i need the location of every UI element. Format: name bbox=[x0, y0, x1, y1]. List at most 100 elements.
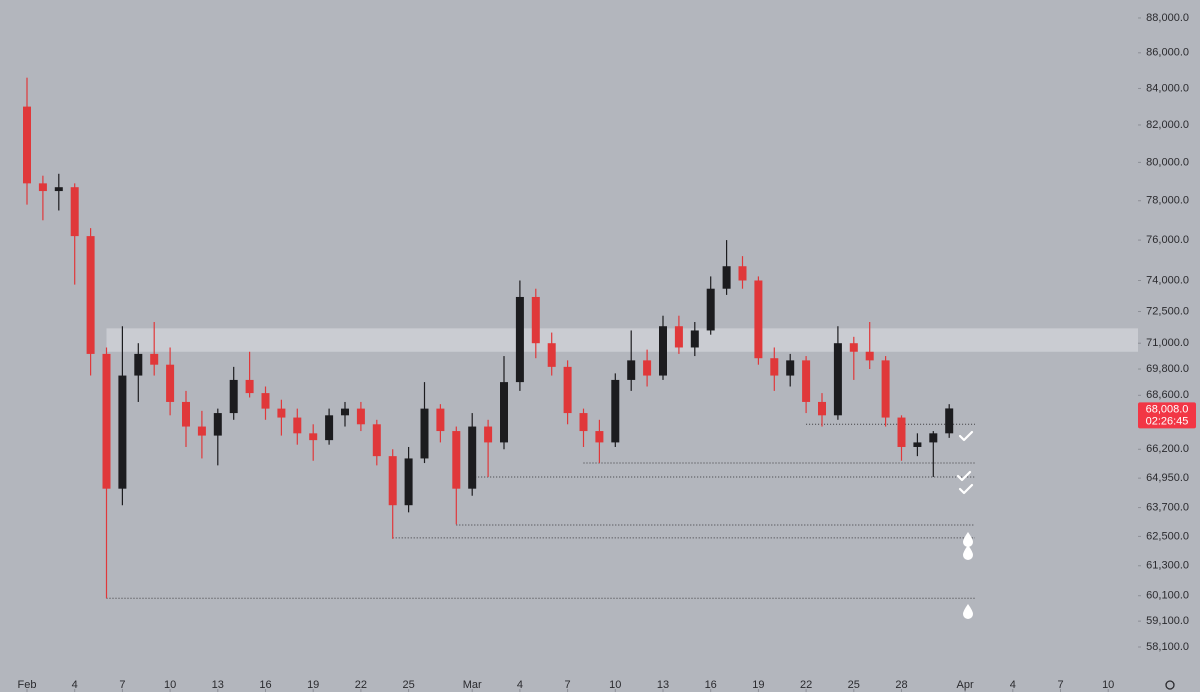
y-tick-label: 76,000.0 bbox=[1146, 234, 1189, 246]
candle-body bbox=[166, 364, 175, 402]
candle-body bbox=[325, 415, 334, 441]
candle-body bbox=[309, 433, 318, 441]
candle-body bbox=[261, 393, 270, 409]
candle-body bbox=[515, 296, 524, 383]
candle-body bbox=[659, 326, 667, 376]
candle-body bbox=[849, 343, 858, 352]
y-tick-label: 84,000.0 bbox=[1146, 82, 1189, 94]
candle-body bbox=[118, 375, 127, 489]
candle-body bbox=[547, 343, 556, 367]
x-tick-label: 13 bbox=[657, 679, 669, 691]
candle-body bbox=[293, 417, 302, 434]
candle-body bbox=[150, 353, 159, 365]
candle-body bbox=[372, 424, 381, 457]
x-tick-label: 28 bbox=[895, 679, 907, 691]
y-tick-label: 59,100.0 bbox=[1146, 615, 1189, 627]
y-tick-label: 63,700.0 bbox=[1146, 501, 1189, 513]
candle-body bbox=[54, 187, 63, 192]
x-tick-label: 4 bbox=[517, 679, 523, 691]
y-tick-label: 80,000.0 bbox=[1146, 156, 1189, 168]
candle-body bbox=[786, 360, 795, 376]
x-tick-label: 16 bbox=[705, 679, 717, 691]
candle-body bbox=[436, 408, 445, 432]
candle-body bbox=[881, 360, 890, 418]
candle-body bbox=[70, 187, 79, 237]
y-tick-label: 82,000.0 bbox=[1146, 119, 1189, 131]
candle-body bbox=[134, 353, 143, 376]
y-tick-label: 58,100.0 bbox=[1146, 641, 1189, 653]
drop-icon bbox=[963, 604, 973, 619]
candle-body bbox=[102, 353, 111, 489]
x-tick-label: 19 bbox=[752, 679, 764, 691]
drop-icon bbox=[963, 532, 973, 547]
x-tick-label: 7 bbox=[119, 679, 125, 691]
candle-body bbox=[563, 366, 572, 414]
candle-body bbox=[452, 431, 461, 489]
candle-body bbox=[229, 379, 238, 414]
last-price-label: 68,008.0 bbox=[1146, 403, 1189, 415]
candle-body bbox=[197, 426, 206, 436]
x-tick-label: Apr bbox=[957, 679, 974, 691]
y-tick-label: 88,000.0 bbox=[1146, 12, 1189, 24]
candle-body bbox=[945, 408, 954, 434]
candle-body bbox=[897, 417, 906, 447]
candle-body bbox=[754, 280, 763, 359]
x-tick-label: 13 bbox=[212, 679, 224, 691]
x-tick-label: 7 bbox=[1057, 679, 1063, 691]
candle-body bbox=[356, 408, 365, 425]
check-icon bbox=[958, 483, 974, 495]
candle-body bbox=[579, 413, 588, 432]
x-tick-label: Mar bbox=[463, 679, 482, 691]
check-icon bbox=[956, 470, 972, 482]
y-tick-label: 60,100.0 bbox=[1146, 590, 1189, 602]
countdown: 02:26:45 bbox=[1146, 415, 1189, 427]
y-tick-label: 71,000.0 bbox=[1146, 337, 1189, 349]
last-price-tag bbox=[1138, 402, 1196, 429]
candle-body bbox=[341, 408, 349, 416]
candle-body bbox=[595, 431, 604, 443]
candle-body bbox=[738, 266, 747, 281]
x-tick-label: 22 bbox=[355, 679, 367, 691]
drop-icons bbox=[963, 532, 973, 619]
candle-body bbox=[404, 458, 413, 506]
candle-body bbox=[38, 183, 47, 192]
candle-body bbox=[865, 351, 874, 361]
y-tick-label: 86,000.0 bbox=[1146, 47, 1189, 59]
x-tick-label: 10 bbox=[609, 679, 621, 691]
candle-body bbox=[674, 326, 683, 348]
x-tick-label: Feb bbox=[18, 679, 37, 691]
candle-body bbox=[722, 266, 731, 289]
candle-body bbox=[611, 379, 620, 443]
drop-icon bbox=[963, 545, 973, 560]
candle-body bbox=[643, 360, 652, 376]
candle-body bbox=[182, 401, 190, 427]
x-tick-label: 4 bbox=[72, 679, 78, 691]
y-tick-label: 68,600.0 bbox=[1146, 389, 1189, 401]
x-tick-label: 16 bbox=[259, 679, 271, 691]
x-tick-label: 25 bbox=[402, 679, 414, 691]
y-tick-label: 66,200.0 bbox=[1146, 443, 1189, 455]
candle-body bbox=[500, 382, 508, 443]
candle-body bbox=[420, 408, 429, 459]
candle-body bbox=[929, 433, 938, 443]
y-tick-label: 72,500.0 bbox=[1146, 305, 1189, 317]
y-tick-label: 64,950.0 bbox=[1146, 472, 1189, 484]
y-tick-label: 69,800.0 bbox=[1146, 363, 1189, 375]
zone bbox=[106, 328, 1138, 352]
candle-body bbox=[277, 408, 286, 418]
candle-body bbox=[86, 236, 95, 354]
y-tick-label: 78,000.0 bbox=[1146, 195, 1189, 207]
x-tick-label: 4 bbox=[1010, 679, 1016, 691]
candle-body bbox=[706, 288, 715, 331]
candle-body bbox=[690, 330, 699, 348]
x-tick-label: 19 bbox=[307, 679, 319, 691]
candle-body bbox=[468, 426, 477, 489]
check-icon bbox=[958, 430, 974, 442]
candle-body bbox=[23, 106, 31, 184]
settings-icon[interactable] bbox=[1165, 680, 1175, 690]
x-tick-label: 22 bbox=[800, 679, 812, 691]
candle-body bbox=[770, 358, 779, 376]
candle-body bbox=[213, 413, 222, 436]
y-tick-label: 74,000.0 bbox=[1146, 274, 1189, 286]
